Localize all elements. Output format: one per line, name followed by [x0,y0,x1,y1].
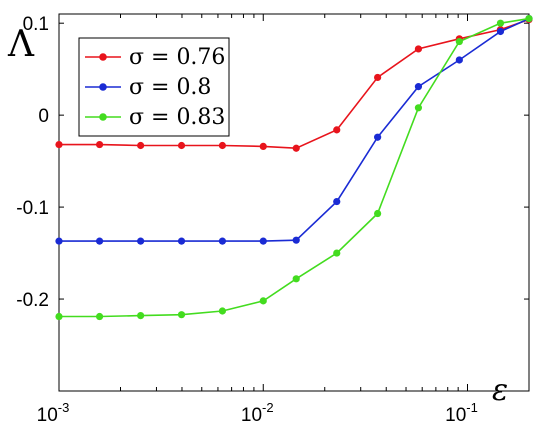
data-point-0-0 [55,140,63,149]
data-point-0-5 [259,142,267,151]
y-tick-label: 0.1 [23,14,49,35]
x-tick-exponent: -3 [58,400,70,415]
data-point-0-6 [292,144,300,152]
data-point-2-0 [55,312,63,321]
data-point-1-9 [414,83,423,91]
data-point-0-9 [414,45,423,53]
x-tick-label: 10-1 [445,400,478,426]
data-point-1-7 [333,197,341,206]
legend-entry-2: σ = 0.83 [85,105,225,130]
data-point-2-6 [292,275,300,283]
data-point-2-7 [333,249,341,257]
legend-marker-0 [99,53,107,61]
axes: 0.10-0.1-0.210-3 10-2 10-1 [16,13,530,426]
legend-label-1: σ = 0.8 [129,75,211,100]
data-point-0-1 [95,140,104,149]
data-point-2-8 [374,209,382,218]
x-tick-base: 10 [241,405,262,426]
data-point-1-6 [292,236,300,244]
data-point-0-3 [177,141,186,150]
x-tick-label: 10-2 [241,400,274,426]
x-axis-label: ε [492,373,508,408]
data-point-1-4 [218,237,227,245]
data-point-0-4 [218,141,227,150]
plot-frame [58,13,530,392]
data-point-1-5 [259,237,267,245]
data-point-1-1 [95,237,104,245]
data-point-0-7 [333,126,341,134]
series-layer [55,14,533,321]
data-point-1-10 [455,56,463,64]
x-tick-base: 10 [445,405,466,426]
legend-marker-2 [99,113,107,121]
data-point-1-3 [177,237,186,245]
legend-entry-1: σ = 0.8 [85,75,211,100]
data-point-2-2 [137,312,145,320]
x-tick-label: 10-3 [37,400,70,426]
legend-entry-0: σ = 0.76 [85,45,225,70]
data-point-2-12 [525,14,533,23]
x-tick-base: 10 [37,405,58,426]
legend-marker-1 [99,83,107,91]
data-point-2-9 [414,104,423,112]
data-point-1-11 [496,27,505,36]
data-point-2-11 [496,19,505,27]
legend-label-0: σ = 0.76 [129,45,225,70]
data-point-0-2 [137,141,145,150]
data-point-0-8 [374,73,382,82]
data-point-1-8 [374,133,382,141]
y-tick-label: -0.2 [16,290,49,311]
y-tick-label: 0 [38,106,49,127]
data-point-2-10 [455,37,463,46]
data-point-1-0 [55,237,63,245]
x-tick-exponent: -2 [262,400,274,415]
legend-label-2: σ = 0.83 [129,105,225,130]
data-point-2-3 [177,311,186,319]
data-point-2-1 [95,312,104,321]
y-axis-label: Λ [7,24,35,65]
y-tick-label: -0.1 [16,198,49,219]
legend: σ = 0.76 σ = 0.8 σ = 0.83 [78,37,230,137]
data-point-2-4 [218,307,227,315]
data-point-1-2 [137,237,145,245]
x-tick-exponent: -1 [466,400,478,415]
data-point-2-5 [259,297,267,305]
